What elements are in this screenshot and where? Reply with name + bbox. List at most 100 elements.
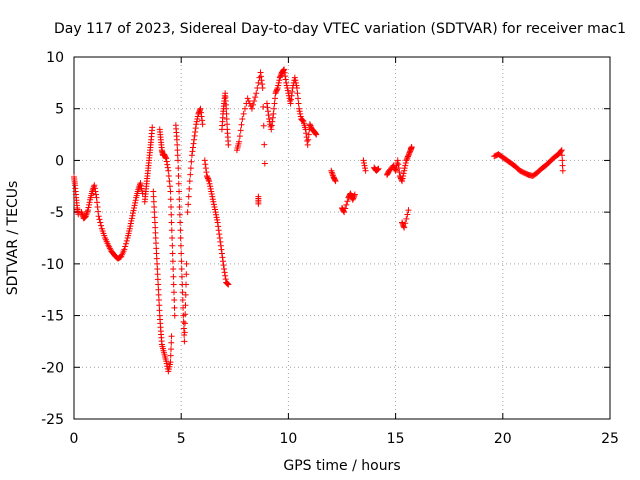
data-point-arc-peak: [299, 117, 306, 124]
data-point-arc-bowl: [129, 212, 136, 219]
data-points: [71, 66, 566, 375]
data-point-arc-drop-2: [203, 172, 210, 179]
data-point-arc-col-3: [176, 211, 183, 218]
data-point-arc-col-4: [225, 141, 232, 148]
data-point-arc-col-2: [163, 155, 170, 162]
y-axis-label: SDTVAR / TECUs: [5, 181, 21, 296]
data-point-arc-rise-2: [185, 201, 192, 208]
data-point-arc-drop-2: [216, 235, 223, 241]
data-point-arc-peak: [281, 66, 288, 73]
data-point-arc-bowl: [129, 210, 136, 217]
data-point-arc-bowl: [139, 187, 146, 194]
data-point-arc-col-3: [175, 180, 182, 187]
data-point-arc-peak: [277, 72, 284, 79]
x-axis-label: GPS time / hours: [283, 458, 400, 474]
data-point-arc-col-3: [183, 281, 190, 288]
data-point-arc-20: [559, 162, 566, 169]
data-point-arc-rise-2: [188, 152, 195, 159]
data-point-arc-peak: [271, 100, 278, 107]
data-point-arc-col-2: [165, 167, 172, 174]
data-point-arc-bowl: [132, 199, 139, 206]
data-point-arc-15: [395, 165, 402, 172]
data-point-arc-drop-2: [209, 193, 216, 200]
data-point-arc-drop-1: [151, 219, 158, 226]
data-point-arc-15: [404, 211, 411, 218]
data-point-arc-scatter-5: [261, 141, 268, 148]
data-point-arc-20: [559, 157, 566, 164]
data-point-arc-drop-1: [151, 214, 158, 221]
data-point-arc-20: [559, 152, 566, 159]
data-point-arc-scatter-5: [252, 94, 259, 101]
data-point-arc-scatter-5: [258, 77, 265, 84]
data-point-arc-bowl: [122, 243, 129, 250]
data-point-arc-col-3: [181, 329, 188, 336]
data-point-arc-bowl: [86, 199, 93, 206]
data-point-arc-bowl: [122, 240, 129, 247]
data-point-arc-rise-2: [196, 107, 203, 114]
data-point-arc-scatter-5: [258, 73, 265, 80]
data-point-arc-peak: [275, 79, 282, 86]
data-point-arc-peak: [282, 73, 289, 80]
data-point-arc-mid: [350, 195, 357, 202]
data-point-arc-15: [400, 172, 407, 179]
data-point-arc-scatter-5: [261, 160, 268, 167]
data-point-arc-col-3: [178, 258, 185, 265]
data-point-arc-drop-2: [224, 280, 231, 287]
data-point-arc-drop-1: [152, 229, 159, 236]
data-point-arc-bowl: [95, 213, 102, 220]
data-point-arc-bowl: [127, 220, 134, 227]
data-point-arc-drop-1: [153, 245, 160, 252]
data-point-arc-peak: [307, 122, 314, 129]
data-point-arc-col-3: [180, 325, 187, 332]
data-point-arc-drop-2: [210, 198, 217, 205]
data-point-arc-drop-2: [222, 272, 229, 279]
data-point-arc-rise-2: [193, 121, 200, 128]
data-point-arc-peak: [284, 85, 291, 92]
data-point-arc-peak: [295, 100, 302, 107]
data-point-arc-peak: [305, 131, 312, 138]
data-point-arc-scatter-5: [251, 97, 258, 104]
data-point-arc-col-3: [179, 273, 186, 280]
data-point-arc-drop-1: [163, 358, 170, 365]
data-point-arc-drop-2: [208, 191, 215, 198]
data-point-arc-drop-2: [217, 238, 224, 245]
data-point-arc-15: [398, 176, 405, 183]
data-point-arc-rise-2: [192, 125, 199, 132]
data-point-arc-peak: [312, 130, 319, 137]
data-point-arc-bowl: [85, 204, 92, 211]
data-point-arc-bowl: [121, 246, 128, 253]
data-point-arc-rise-2: [194, 116, 201, 123]
data-point-arc-drop-1: [152, 224, 159, 231]
data-point-arc-col-2: [170, 281, 177, 288]
data-point-arc-drop-2: [224, 281, 231, 288]
data-point-arc-rise-2: [189, 148, 196, 155]
data-point-arc-col-3: [182, 291, 189, 298]
data-point-arc-col-2: [170, 266, 177, 273]
data-point-arc-drop-2: [220, 262, 227, 269]
data-point-arc-drop-1: [156, 302, 163, 309]
data-point-arc-15: [406, 149, 413, 156]
data-point-arc-peak: [273, 87, 280, 94]
data-point-arc-col-3: [182, 302, 189, 309]
data-point-arc-15: [403, 156, 410, 163]
data-point-arc-bowl: [92, 188, 99, 195]
y-tick-label: -5: [50, 205, 64, 221]
data-point-arc-col-3: [181, 338, 188, 345]
data-point-arc-rise-2: [190, 140, 197, 147]
data-point-arc-20: [557, 148, 564, 155]
data-point-arc-drop-1: [154, 260, 161, 267]
data-point-arc-col-4: [223, 110, 230, 117]
data-point-arc-rise-2: [184, 209, 191, 216]
data-point-arc-peak: [265, 108, 272, 115]
data-point-arc-drop-2: [215, 227, 222, 234]
data-point-arc-peak: [266, 116, 273, 123]
data-point-arc-drop-2: [215, 223, 222, 230]
data-point-arc-mid: [361, 162, 368, 169]
data-point-arc-drop-2: [219, 254, 226, 261]
data-point-arc-drop-1: [153, 250, 160, 257]
data-point-arc-15: [374, 166, 381, 173]
x-tick-label: 15: [387, 431, 405, 447]
y-tick-label: -25: [41, 412, 64, 428]
data-point-arc-col-2: [166, 183, 173, 190]
data-point-arc-peak: [275, 82, 282, 89]
